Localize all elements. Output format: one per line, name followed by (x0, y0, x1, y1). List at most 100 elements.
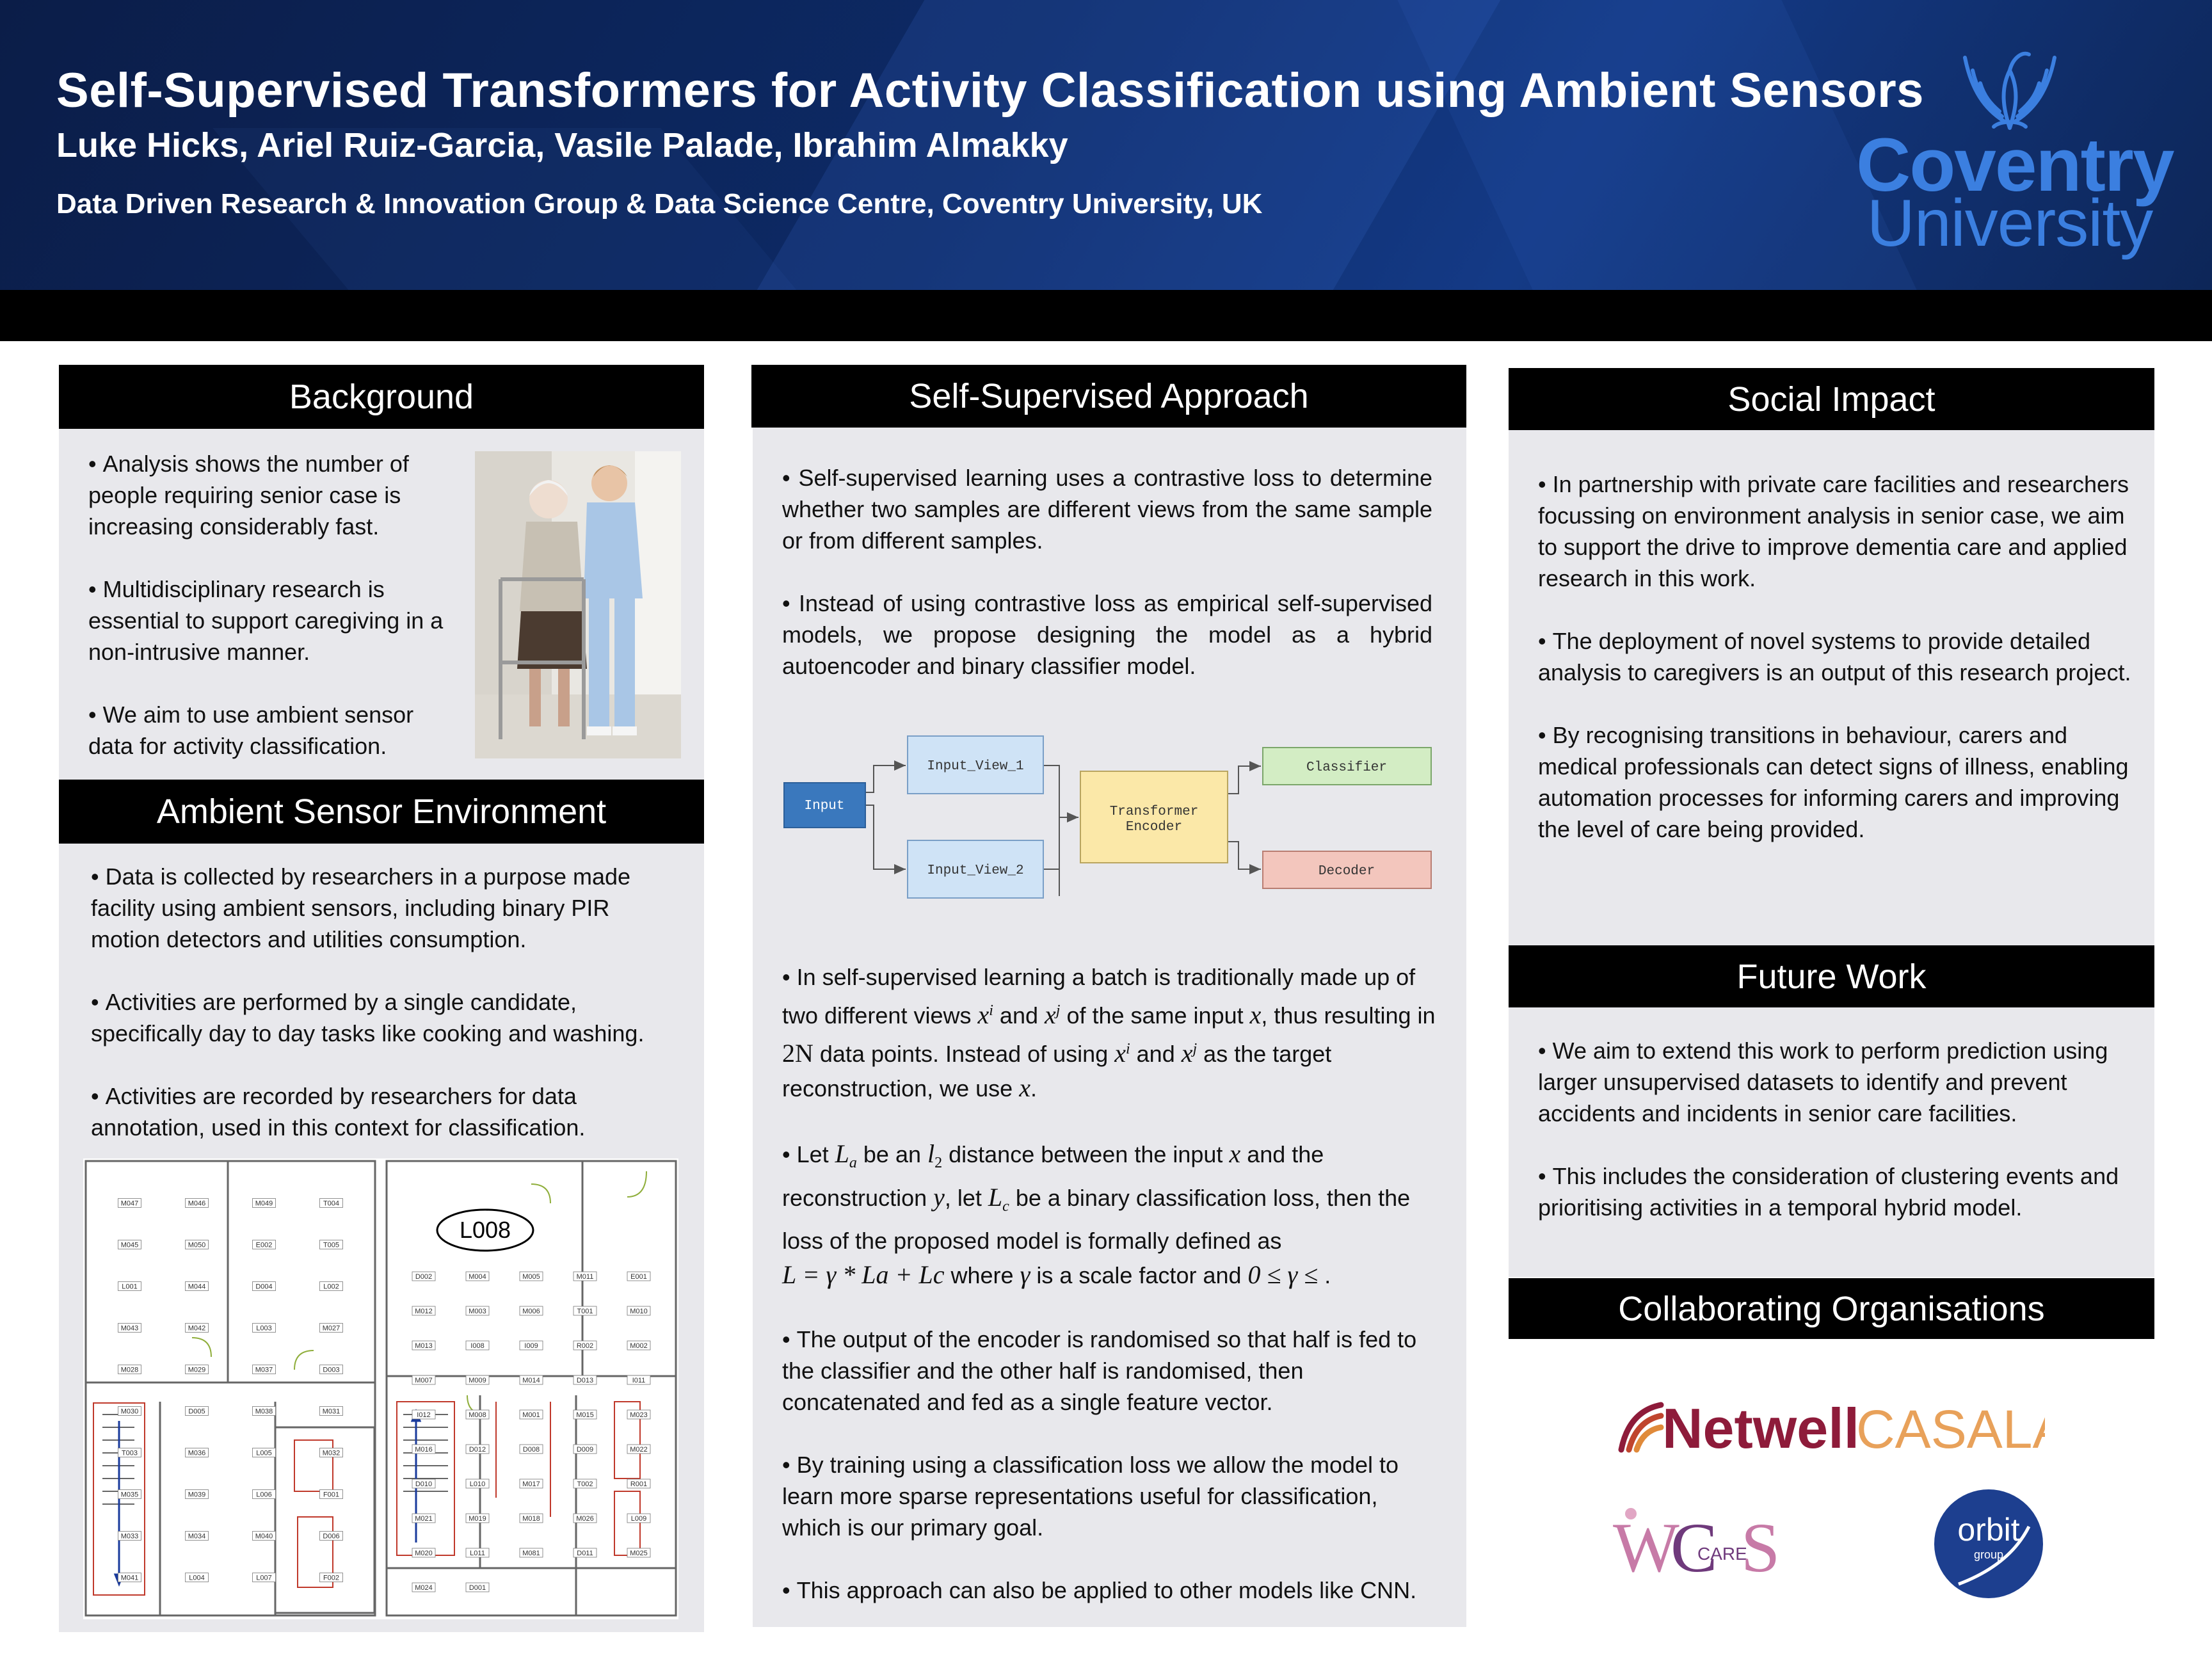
sensor-marker (627, 1444, 651, 1454)
sensor-label: M005 (522, 1273, 540, 1281)
sensor-label: L003 (256, 1325, 271, 1333)
sensor-marker (627, 1340, 651, 1350)
sensor-marker (465, 1582, 490, 1592)
wcs-care-logo: W C CARE S (1613, 1501, 1780, 1587)
sensor-marker (412, 1340, 436, 1350)
sensor-label: M004 (469, 1273, 486, 1281)
sensor-marker (185, 1448, 209, 1457)
sensor-marker (118, 1406, 141, 1416)
collab-heading: Collaborating Organisations (1509, 1278, 2154, 1339)
sensor-label: M012 (415, 1308, 433, 1315)
sensor-label: M036 (188, 1450, 206, 1457)
sensor-label: E002 (256, 1242, 273, 1249)
sensor-marker (412, 1409, 436, 1420)
diagram-input-box (783, 782, 866, 828)
sensor-marker (573, 1444, 597, 1454)
sensor-label: T005 (323, 1242, 339, 1249)
sensor-marker (465, 1306, 490, 1316)
sensor-marker (519, 1375, 543, 1385)
sensor-marker (252, 1198, 276, 1208)
sensor-marker (412, 1582, 436, 1592)
sensor-label: D009 (577, 1446, 593, 1454)
sensor-label: M034 (188, 1533, 206, 1541)
header-black-band (0, 290, 2212, 341)
sensor-label: M019 (469, 1515, 486, 1523)
sensor-marker (252, 1406, 276, 1416)
sensor-label: M014 (522, 1377, 540, 1384)
sensor-label: M026 (576, 1515, 594, 1523)
sensor-label: M029 (188, 1366, 206, 1374)
sensor-marker (519, 1548, 543, 1558)
sensor-marker (185, 1198, 209, 1208)
sensor-label: M015 (576, 1411, 594, 1419)
sensor-marker (627, 1306, 651, 1316)
sensor-marker (573, 1375, 597, 1385)
netwell-swoosh-icon (1618, 1402, 1664, 1453)
sensor-label: D010 (415, 1480, 432, 1488)
sensor-marker (252, 1240, 276, 1249)
sensor-marker (319, 1448, 343, 1457)
sensor-marker (412, 1479, 436, 1489)
sensor-label: M018 (522, 1515, 540, 1523)
floorplan-drawing: L008 M047 M046 M049 T004 M045 M050 E002 T005 L00… (84, 1160, 677, 1617)
ambient-heading: Ambient Sensor Environment (59, 780, 704, 844)
sensor-marker (118, 1489, 141, 1499)
sensor-marker (252, 1573, 276, 1582)
sensor-label: M006 (522, 1308, 540, 1315)
sensor-marker (573, 1340, 597, 1350)
future-bullet-1: We aim to extend this work to perform pr… (1538, 1035, 2133, 1129)
sensor-marker (319, 1240, 343, 1249)
sensor-marker (465, 1513, 490, 1523)
loss-equation: L = γ * La + Lc (782, 1260, 945, 1290)
sensor-marker (185, 1573, 209, 1582)
sensor-marker (319, 1531, 343, 1541)
sensor-label: M023 (630, 1411, 648, 1419)
sensor-label: M010 (630, 1308, 648, 1315)
sensor-marker (252, 1365, 276, 1374)
sensor-label: M043 (121, 1325, 139, 1333)
sensor-marker (519, 1271, 543, 1281)
background-text: Analysis shows the number of people requ… (88, 448, 460, 762)
background-bullet-1: Analysis shows the number of people requ… (88, 448, 460, 542)
background-heading: Background (59, 365, 704, 429)
sensor-marker (319, 1406, 343, 1416)
sensor-marker (319, 1198, 343, 1208)
sensor-marker (185, 1489, 209, 1499)
sensor-label: M044 (188, 1283, 206, 1291)
sensor-label: M016 (415, 1446, 433, 1454)
sensor-label: M037 (255, 1366, 273, 1374)
sensor-label: M008 (469, 1411, 486, 1419)
phoenix-icon (1963, 51, 2056, 130)
social-heading: Social Impact (1509, 368, 2154, 430)
sensor-label: L001 (122, 1283, 137, 1291)
sensor-label: M028 (121, 1366, 139, 1374)
sensor-label: M045 (121, 1242, 139, 1249)
sensor-label: M013 (415, 1342, 433, 1350)
sensor-marker (465, 1271, 490, 1281)
sensor-label: D011 (577, 1550, 593, 1557)
poster-affiliation: Data Driven Research & Innovation Group … (56, 188, 1263, 220)
sensor-label: F001 (323, 1491, 339, 1499)
sensor-marker (319, 1573, 343, 1582)
approach-bullet-6: By training using a classification loss … (782, 1449, 1441, 1543)
sensor-label: L009 (631, 1515, 646, 1523)
sensor-marker (465, 1444, 490, 1454)
approach-intro: Self-supervised learning uses a contrast… (782, 462, 1432, 682)
sensor-marker (118, 1365, 141, 1374)
sensor-marker (185, 1323, 209, 1333)
sensor-label: I011 (632, 1377, 646, 1384)
sensor-marker (412, 1548, 436, 1558)
sensor-marker (185, 1406, 209, 1416)
sensor-marker (252, 1281, 276, 1291)
sensor-marker (319, 1323, 343, 1333)
sensor-marker (252, 1323, 276, 1333)
sensor-label: D003 (323, 1366, 339, 1374)
sensor-label: T003 (122, 1450, 138, 1457)
future-bullet-2: This includes the consideration of clust… (1538, 1160, 2133, 1223)
sensor-label: M020 (415, 1550, 433, 1557)
sensor-marker (573, 1513, 597, 1523)
sensor-marker (519, 1409, 543, 1420)
orbit-group-text: group (1974, 1548, 2003, 1561)
sensor-label: M011 (577, 1273, 594, 1281)
sensor-marker (465, 1409, 490, 1420)
